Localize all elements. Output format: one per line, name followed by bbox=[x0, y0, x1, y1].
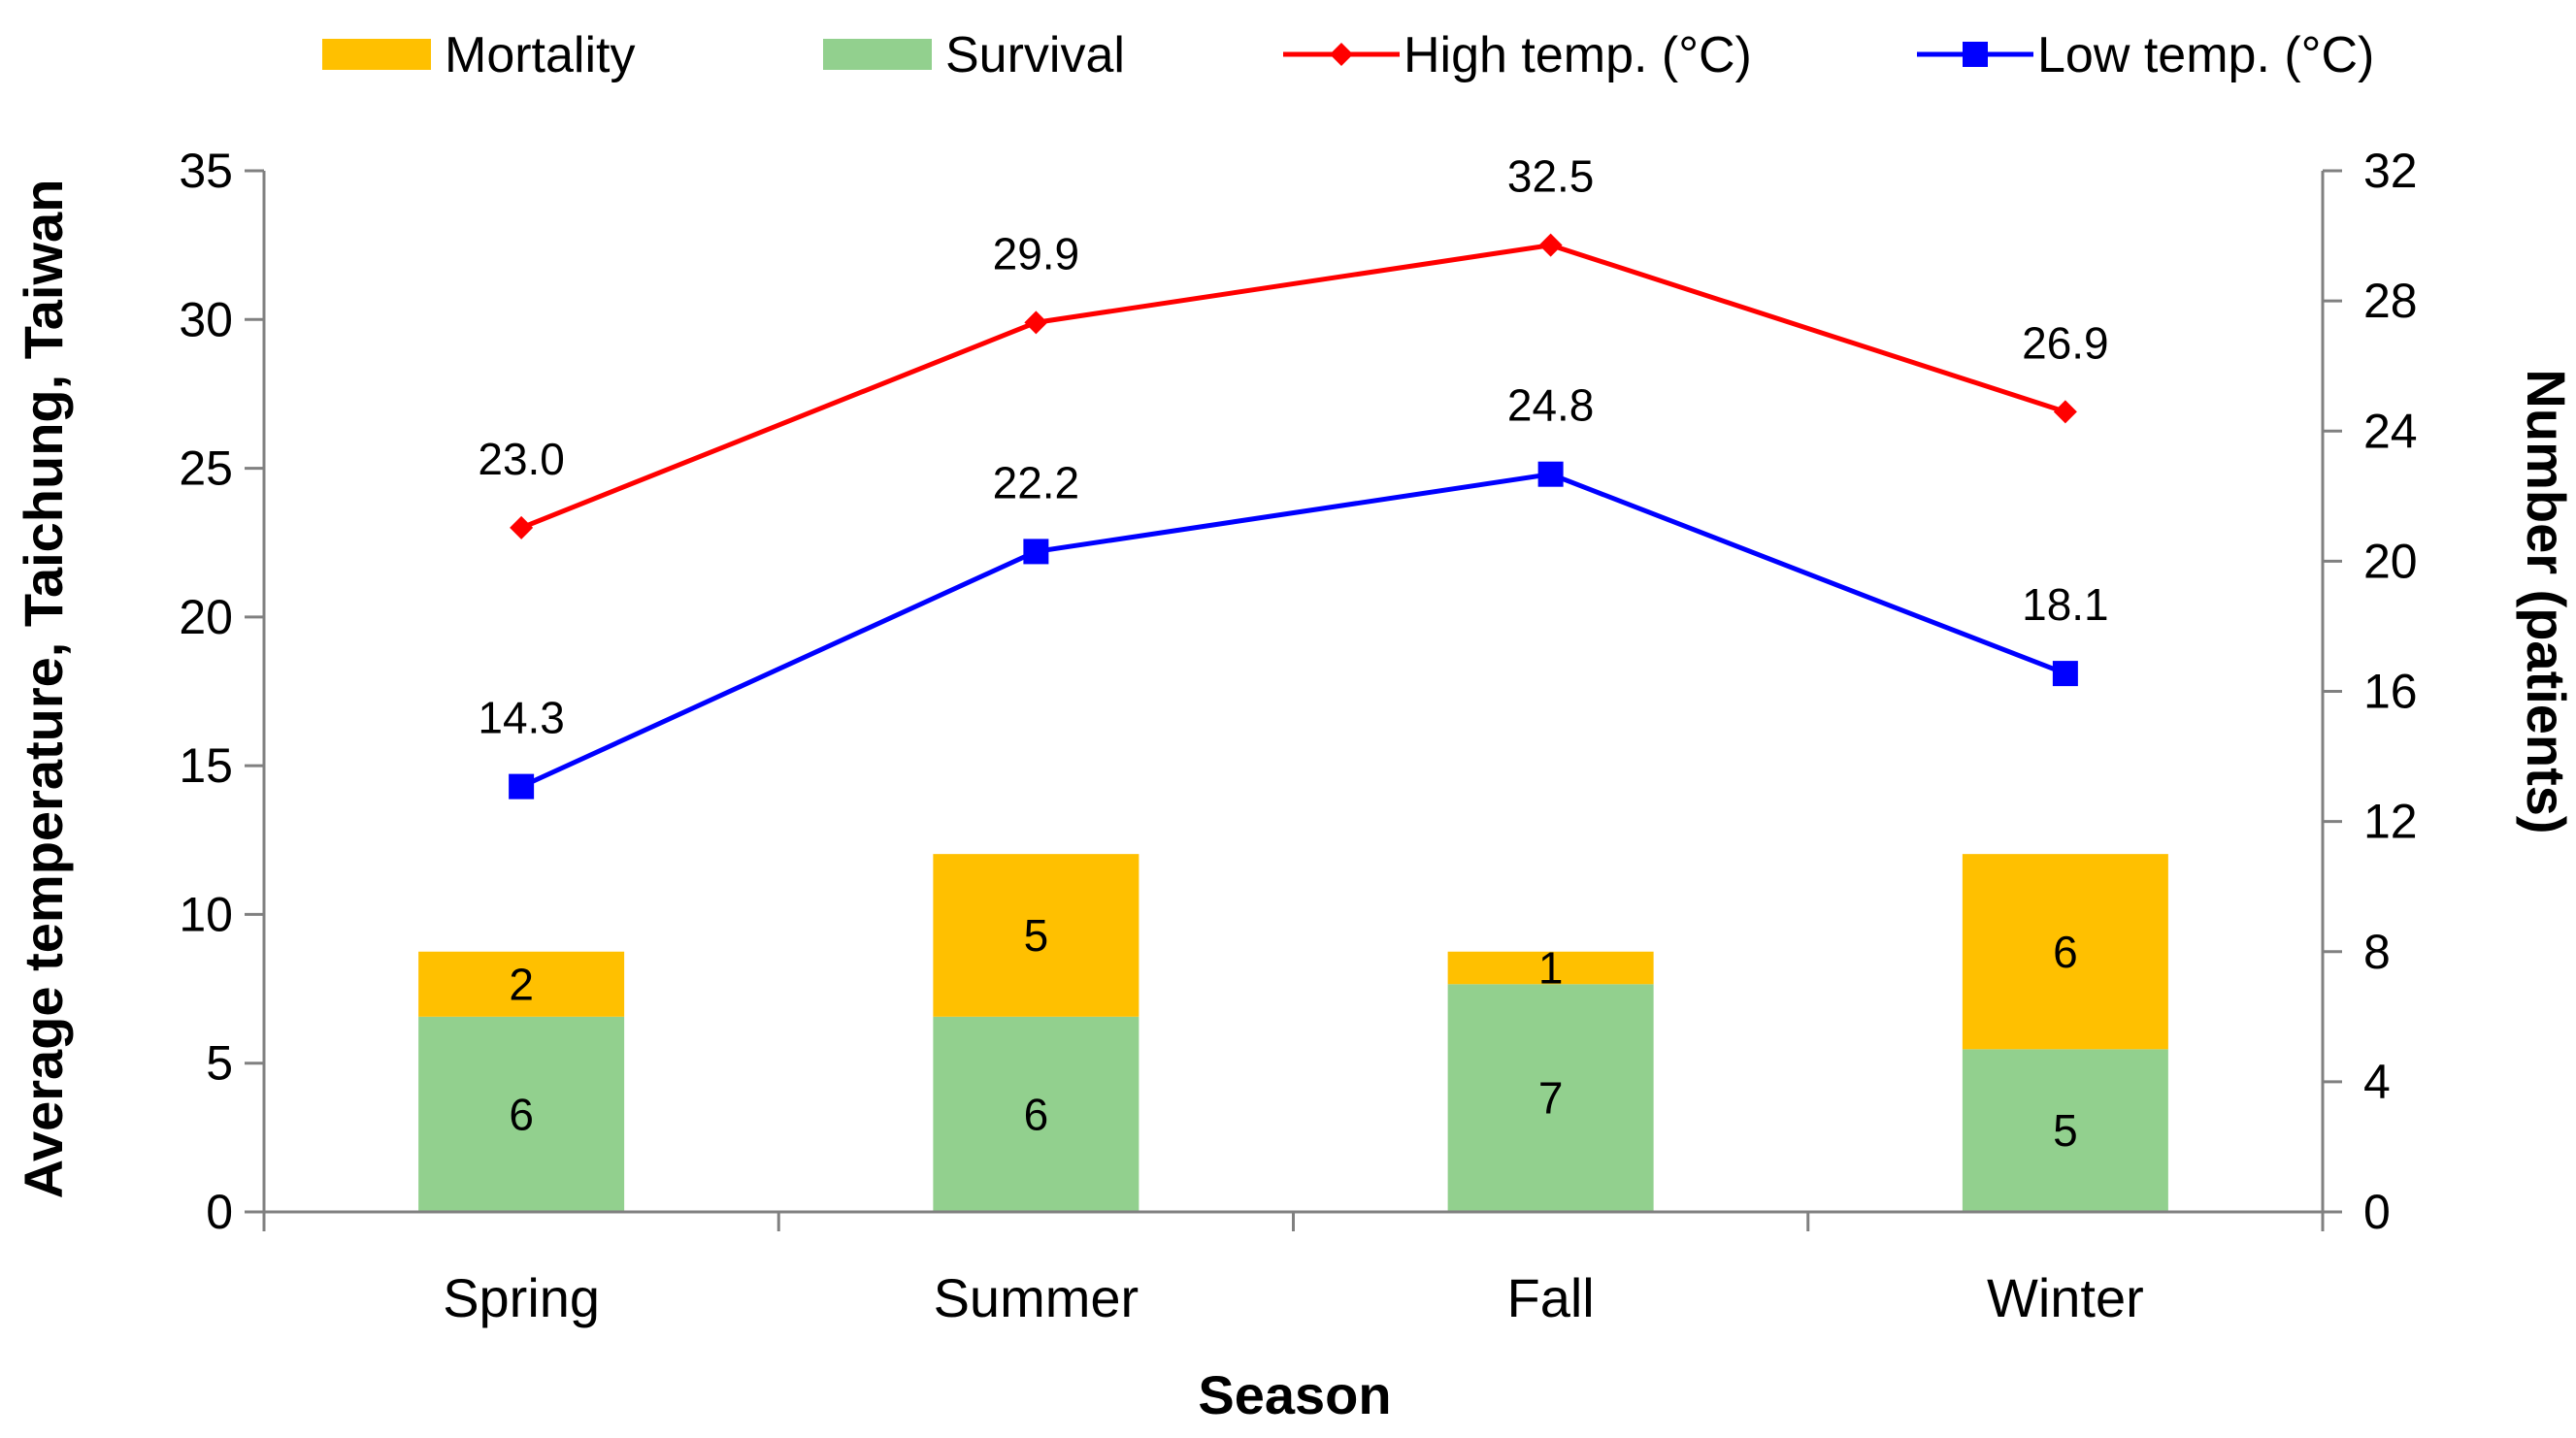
point-low-temp-spring bbox=[509, 773, 535, 800]
bar-mortality-winter bbox=[1962, 854, 2168, 1050]
legend-label: Mortality bbox=[445, 27, 635, 83]
line-low-temp bbox=[520, 472, 2066, 789]
point-label-low-temp-summer: 22.2 bbox=[993, 457, 1080, 507]
y-right-tick-label: 20 bbox=[2363, 534, 2418, 588]
point-high-temp-summer bbox=[1024, 310, 1048, 335]
data-labels: 6 6 7 5 2 5 1 6 23.0 29.9 32.5 26.9 14.3 22.2 24.8 18.1 bbox=[478, 151, 2108, 1157]
x-axis-title: Season bbox=[1198, 1364, 1391, 1425]
bar-mortality-fall bbox=[1447, 951, 1654, 985]
legend-item-survival: Survival bbox=[823, 27, 1125, 83]
x-tick-label-fall: Fall bbox=[1507, 1267, 1595, 1328]
bar-survival-winter bbox=[1962, 1049, 2168, 1212]
point-label-low-temp-winter: 18.1 bbox=[2022, 579, 2109, 630]
legend-item-mortality: Mortality bbox=[322, 27, 635, 83]
y-right-tick-label: 4 bbox=[2363, 1055, 2391, 1109]
y-right-tick-label: 24 bbox=[2363, 404, 2418, 458]
y-left-tick-label: 25 bbox=[179, 441, 233, 496]
bar-label-mortality-summer: 5 bbox=[1024, 910, 1049, 961]
bar-survival-summer bbox=[933, 1016, 1139, 1212]
point-low-temp-fall bbox=[1537, 461, 1564, 487]
y-axis-left-title: Average temperature, Taichung, Taiwan bbox=[13, 180, 74, 1199]
x-tick-label-winter: Winter bbox=[1987, 1267, 2144, 1328]
point-label-high-temp-fall: 32.5 bbox=[1507, 151, 1595, 202]
legend: Mortality Survival High temp. (°C) Low temp… bbox=[322, 27, 2374, 83]
legend-label: Low temp. (°C) bbox=[2037, 27, 2374, 83]
point-high-temp-winter bbox=[2053, 400, 2077, 424]
point-low-temp-winter bbox=[2052, 661, 2078, 687]
y-left-tick-label: 35 bbox=[179, 144, 233, 198]
y-right-tick-label: 16 bbox=[2363, 665, 2418, 719]
bar-label-survival-summer: 6 bbox=[1024, 1089, 1049, 1139]
y-right-tick-label: 0 bbox=[2363, 1185, 2391, 1239]
point-label-high-temp-spring: 23.0 bbox=[478, 434, 565, 484]
x-tick-label-spring: Spring bbox=[443, 1267, 600, 1328]
y-left-tick-label: 0 bbox=[206, 1185, 233, 1239]
bar-mortality-spring bbox=[418, 951, 625, 1017]
bar-survival-spring bbox=[418, 1016, 625, 1212]
point-label-low-temp-spring: 14.3 bbox=[478, 693, 565, 743]
y-left-tick-label: 10 bbox=[179, 887, 233, 941]
bar-label-mortality-winter: 6 bbox=[2053, 927, 2078, 977]
point-low-temp-summer bbox=[1023, 539, 1049, 565]
legend-item-low-temp-c: Low temp. (°C) bbox=[1917, 27, 2374, 83]
point-label-low-temp-fall: 24.8 bbox=[1507, 380, 1595, 431]
line-series bbox=[509, 233, 2078, 800]
y-axis-right-title: Number (patients) bbox=[2516, 369, 2576, 833]
legend-swatch bbox=[322, 39, 431, 70]
point-high-temp-spring bbox=[510, 515, 534, 539]
legend-marker bbox=[1330, 43, 1353, 66]
bar-label-mortality-spring: 2 bbox=[509, 959, 534, 1009]
legend-marker bbox=[1963, 42, 1988, 67]
bar-mortality-summer bbox=[933, 854, 1139, 1017]
y-left-tick-label: 15 bbox=[179, 738, 233, 793]
legend-label: Survival bbox=[945, 27, 1125, 83]
point-high-temp-fall bbox=[1538, 233, 1563, 257]
bar-label-survival-spring: 6 bbox=[509, 1089, 534, 1139]
y-left-tick-label: 30 bbox=[179, 292, 233, 346]
point-label-high-temp-summer: 29.9 bbox=[993, 228, 1080, 278]
legend-label: High temp. (°C) bbox=[1404, 27, 1752, 83]
y-right-tick-label: 12 bbox=[2363, 795, 2418, 849]
y-right-tick-label: 8 bbox=[2363, 925, 2391, 979]
bar-series bbox=[418, 854, 2168, 1212]
bar-survival-fall bbox=[1447, 984, 1654, 1212]
y-left-tick-label: 20 bbox=[179, 590, 233, 644]
bar-label-survival-winter: 5 bbox=[2053, 1105, 2078, 1156]
legend-swatch bbox=[823, 39, 932, 70]
point-label-high-temp-winter: 26.9 bbox=[2022, 317, 2109, 368]
bar-label-mortality-fall: 1 bbox=[1538, 943, 1564, 994]
bar-label-survival-fall: 7 bbox=[1538, 1073, 1564, 1124]
y-right-tick-label: 28 bbox=[2363, 274, 2418, 328]
legend-item-high-temp-c: High temp. (°C) bbox=[1283, 27, 1752, 83]
y-right-tick-label: 32 bbox=[2363, 144, 2418, 198]
y-left-tick-label: 5 bbox=[206, 1036, 233, 1091]
line-high-temp bbox=[520, 243, 2066, 531]
x-tick-label-summer: Summer bbox=[934, 1267, 1139, 1328]
